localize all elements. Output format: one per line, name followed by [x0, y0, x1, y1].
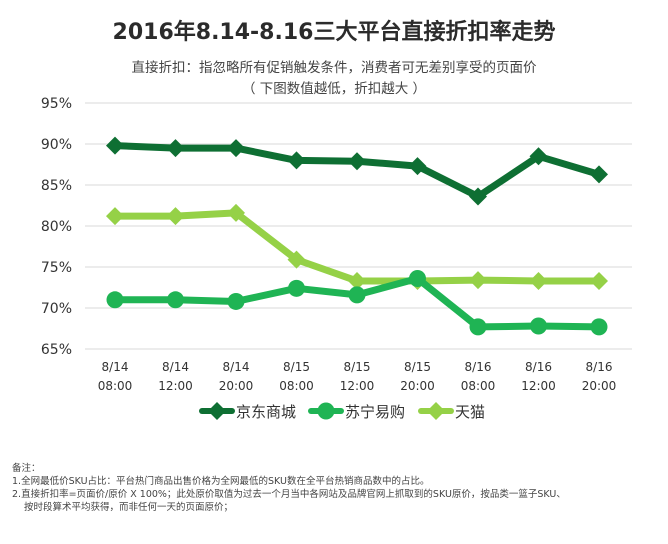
x-tick-label-date: 8/15 — [404, 360, 431, 374]
data-point — [287, 250, 306, 269]
y-tick-label: 95% — [41, 96, 72, 112]
footnote-3: 按时段算术平均获得，而非任何一天的页面原价； — [24, 502, 234, 513]
legend-swatch-marker — [317, 402, 335, 420]
y-tick-label: 65% — [41, 342, 72, 358]
data-point — [167, 291, 184, 309]
footnote-2: 2.直接折扣率=页面价/原价 X 100%；此处原价取值为过去一个月当中各网站及… — [12, 489, 566, 500]
chart-subtitle: 直接折扣：指忽略所有促销触发条件，消费者可无差别享受的页面价 （ 下图数值越低，… — [0, 58, 668, 100]
chart-series — [106, 136, 608, 336]
data-point — [166, 139, 185, 158]
data-point — [288, 279, 305, 297]
series-1 — [106, 136, 608, 206]
data-point — [529, 271, 548, 290]
y-tick-label: 75% — [41, 260, 72, 276]
footnotes: 备注： 1.全网最低价SKU占比：平台热门商品出售价格为全网最低的SKU数在全平… — [12, 462, 662, 514]
data-point — [469, 318, 487, 336]
data-point — [348, 152, 366, 171]
legend-swatch-marker — [208, 402, 226, 420]
data-point — [106, 207, 124, 226]
x-tick-label-time: 12:00 — [158, 379, 193, 393]
x-tick-label-time: 12:00 — [521, 379, 556, 393]
x-tick-label-time: 20:00 — [219, 379, 254, 393]
subtitle-line-1: 直接折扣：指忽略所有促销触发条件，消费者可无差别享受的页面价 — [131, 60, 537, 76]
data-point — [469, 271, 487, 290]
legend-item-3: 天猫 — [418, 402, 485, 421]
data-point — [408, 157, 427, 176]
data-point — [409, 269, 426, 287]
legend-swatch-marker — [427, 402, 445, 420]
x-tick-label-date: 8/15 — [283, 360, 310, 374]
y-tick-label: 70% — [41, 301, 72, 317]
subtitle-line-2: （ 下图数值越低，折扣越大 ） — [241, 81, 427, 97]
x-tick-label-time: 08:00 — [98, 379, 133, 393]
data-point — [590, 165, 608, 184]
data-point — [227, 139, 245, 158]
x-tick-label-date: 8/16 — [525, 360, 552, 374]
x-axis-tick-labels: 8/14 08:00 8/14 12:00 8/14 20:00 8/15 08:00 8/15… — [98, 360, 617, 393]
x-tick-label-time: 20:00 — [582, 379, 617, 393]
y-tick-label: 85% — [41, 178, 72, 194]
data-point — [348, 286, 366, 304]
x-tick-label-date: 8/14 — [162, 360, 189, 374]
data-point — [106, 291, 124, 309]
x-tick-label-date: 8/16 — [586, 360, 613, 374]
legend-label: 天猫 — [455, 403, 485, 421]
data-point — [106, 136, 124, 155]
legend-label: 苏宁易购 — [345, 403, 405, 421]
x-tick-label-date: 8/14 — [102, 360, 129, 374]
legend-item-2: 苏宁易购 — [308, 402, 405, 421]
legend-label: 京东商城 — [236, 403, 296, 421]
x-tick-label-time: 08:00 — [279, 379, 314, 393]
data-point — [166, 207, 185, 226]
series-2 — [106, 269, 608, 336]
data-point — [348, 271, 366, 290]
x-tick-label-date: 8/15 — [344, 360, 371, 374]
data-point — [469, 187, 487, 206]
x-tick-label-date: 8/16 — [465, 360, 492, 374]
data-point — [590, 271, 608, 290]
y-tick-label: 90% — [41, 137, 72, 153]
x-tick-label-time: 20:00 — [400, 379, 435, 393]
footnote-1: 1.全网最低价SKU占比：平台热门商品出售价格为全网最低的SKU数在全平台热销商… — [12, 476, 430, 487]
y-axis-tick-labels: 65% 70% 75% 80% 85% 90% 95% — [41, 96, 72, 358]
data-point — [227, 203, 245, 222]
data-point — [227, 292, 245, 310]
chart-title: 2016年8.14-8.16三大平台直接折扣率走势 — [112, 20, 556, 45]
x-tick-label-time: 08:00 — [461, 379, 496, 393]
chart-gridlines — [85, 102, 632, 350]
data-point — [590, 318, 608, 336]
data-point — [530, 317, 547, 335]
x-tick-label-date: 8/14 — [223, 360, 250, 374]
legend-item-1: 京东商城 — [199, 402, 296, 421]
x-tick-label-time: 12:00 — [340, 379, 375, 393]
data-point — [287, 151, 306, 170]
series-line — [111, 209, 603, 285]
data-point — [529, 147, 548, 166]
y-tick-label: 80% — [41, 219, 72, 235]
footnote-heading: 备注： — [12, 463, 41, 474]
series-3 — [106, 203, 608, 290]
chart-legend: 京东商城 苏宁易购 天猫 — [199, 402, 485, 421]
